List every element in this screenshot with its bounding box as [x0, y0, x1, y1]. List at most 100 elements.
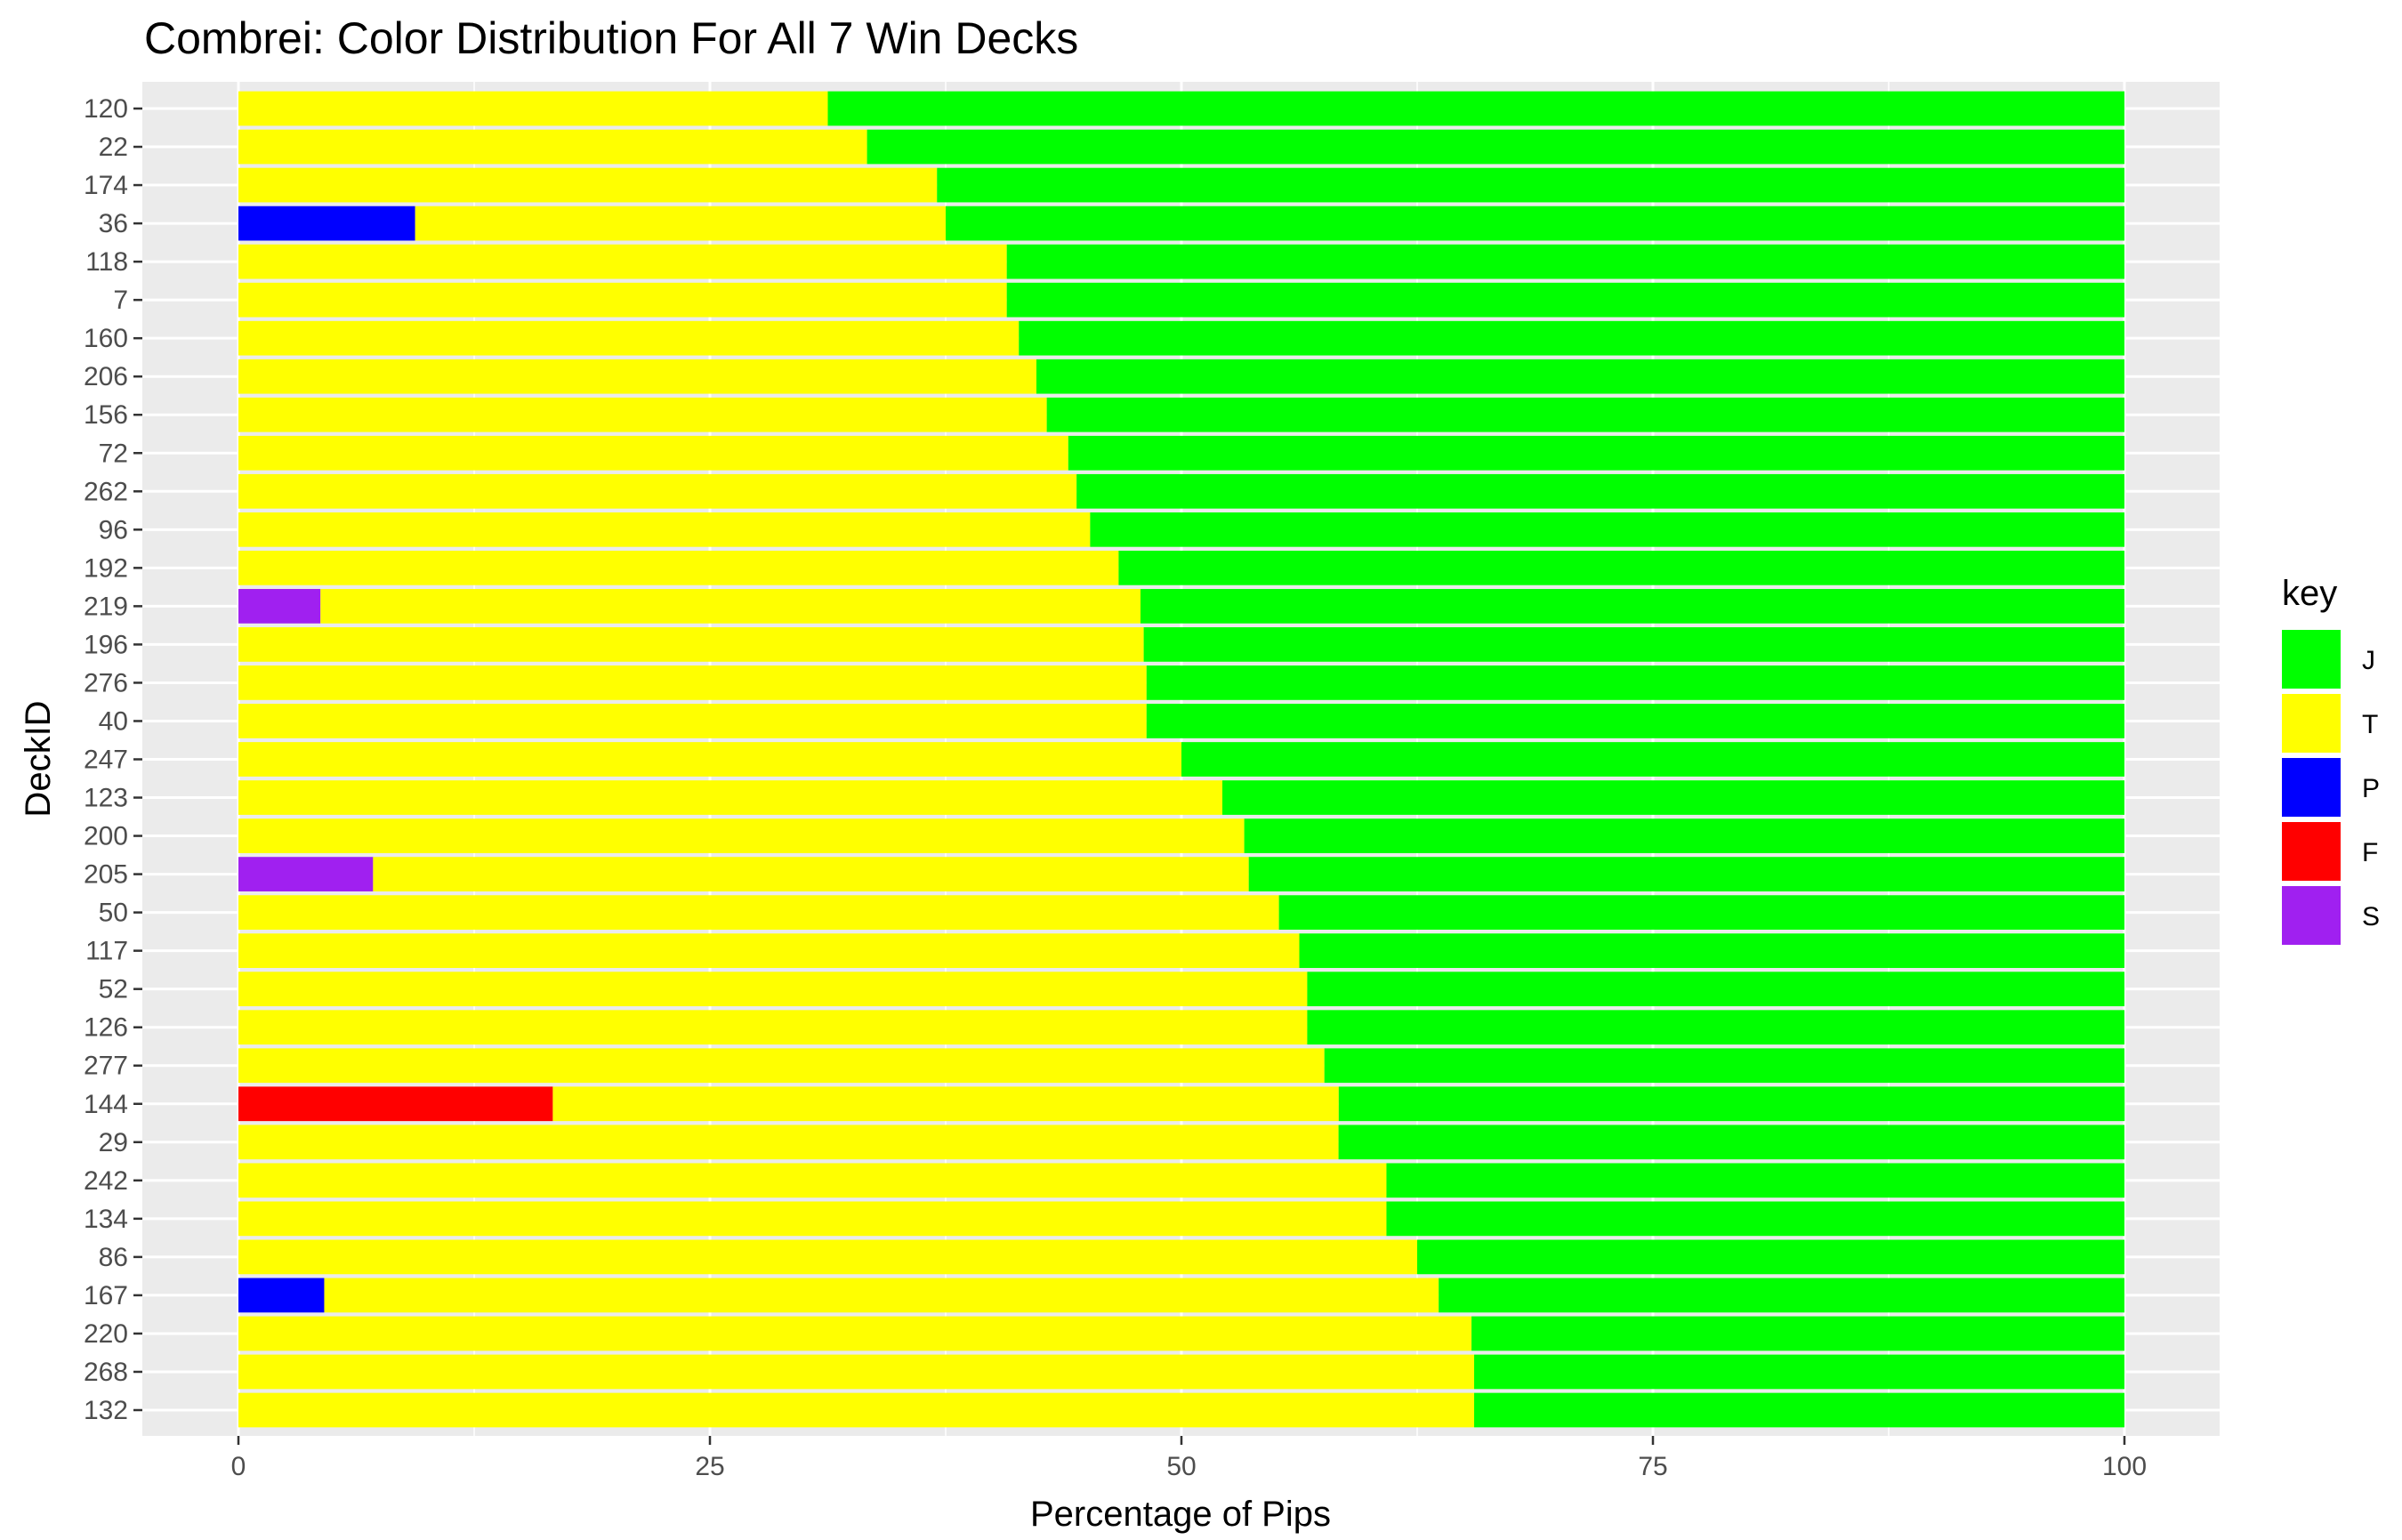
legend-label-f: F	[2362, 838, 2378, 867]
bar-segment-t-deck-132	[238, 1392, 1475, 1428]
bar-segment-j-deck-220	[1471, 1316, 2124, 1351]
bar-segment-t-deck-144	[552, 1086, 1339, 1122]
chart-title: Combrei: Color Distribution For All 7 Wi…	[144, 13, 1078, 63]
x-tick-label: 25	[695, 1452, 724, 1481]
bar-segment-t-deck-134	[238, 1201, 1387, 1237]
y-tick-label: 206	[84, 362, 128, 391]
y-tick-label: 160	[84, 324, 128, 353]
bar-segment-j-deck-247	[1181, 742, 2124, 777]
bar-segment-t-deck-22	[238, 129, 867, 165]
y-tick-label: 134	[84, 1205, 128, 1234]
bar-segment-j-deck-262	[1076, 473, 2124, 509]
y-tick-label: 200	[84, 822, 128, 851]
bar-segment-j-deck-118	[1006, 244, 2124, 279]
y-tick-label: 117	[85, 937, 128, 966]
bar-segment-t-deck-120	[238, 91, 828, 126]
x-tick-label: 50	[1166, 1452, 1196, 1481]
bar-segment-j-deck-22	[866, 129, 2125, 165]
y-tick-label: 118	[85, 247, 128, 277]
bar-segment-t-deck-277	[238, 1048, 1325, 1084]
legend-key-j	[2282, 630, 2341, 689]
bar-segment-t-deck-126	[238, 1010, 1308, 1045]
bar-segment-j-deck-120	[827, 91, 2124, 126]
bar-segment-j-deck-117	[1299, 933, 2124, 969]
y-tick-label: 52	[99, 975, 128, 1004]
bar-segment-j-deck-167	[1439, 1278, 2124, 1313]
y-tick-label: 268	[84, 1358, 128, 1387]
bar-segment-s-deck-219	[238, 589, 321, 624]
y-tick-label: 277	[84, 1052, 128, 1081]
legend: key J T P F S	[2282, 574, 2380, 945]
y-tick-label: 220	[84, 1319, 128, 1349]
legend-label-p: P	[2362, 774, 2380, 803]
bar-segment-j-deck-36	[946, 206, 2124, 241]
bar-segment-j-deck-50	[1278, 895, 2124, 930]
y-tick-label: 247	[84, 746, 128, 775]
y-tick-label: 192	[84, 553, 128, 583]
bar-segment-t-deck-247	[238, 742, 1181, 777]
bar-segment-t-deck-7	[238, 282, 1007, 318]
bar-segment-t-deck-118	[238, 244, 1007, 279]
y-tick-label: 50	[99, 899, 128, 928]
y-tick-label: 242	[84, 1166, 128, 1196]
bar-segment-t-deck-36	[415, 206, 946, 241]
bar-segment-t-deck-242	[238, 1163, 1387, 1198]
bar-segment-j-deck-192	[1118, 550, 2124, 585]
bar-segment-j-deck-277	[1324, 1048, 2124, 1084]
legend-key-t	[2282, 694, 2341, 753]
bar-segment-j-deck-52	[1307, 972, 2124, 1007]
legend-label-j: J	[2362, 646, 2375, 675]
bar-segment-j-deck-144	[1338, 1086, 2125, 1122]
y-tick-label: 29	[99, 1128, 128, 1157]
y-tick-label: 72	[99, 439, 128, 468]
bar-segment-j-deck-72	[1068, 435, 2124, 471]
bar-segment-t-deck-52	[238, 972, 1308, 1007]
bar-segment-j-deck-206	[1036, 359, 2124, 394]
y-tick-label: 86	[99, 1243, 128, 1272]
bar-segment-f-deck-144	[238, 1086, 553, 1122]
y-tick-label: 276	[84, 668, 128, 697]
bar-segment-t-deck-205	[373, 857, 1249, 891]
y-tick-label: 123	[84, 784, 128, 813]
y-tick-label: 167	[84, 1281, 128, 1310]
bar-segment-j-deck-242	[1386, 1163, 2124, 1198]
legend-label-s: S	[2362, 902, 2380, 931]
y-tick-label: 22	[99, 133, 128, 162]
bar-segment-j-deck-160	[1019, 320, 2124, 356]
bar-segment-j-deck-40	[1146, 704, 2124, 738]
bar-segment-t-deck-156	[238, 397, 1047, 432]
bar-segment-j-deck-134	[1386, 1201, 2124, 1237]
y-tick-label: 205	[84, 860, 128, 890]
bar-segment-j-deck-276	[1146, 665, 2124, 700]
y-tick-label: 7	[113, 286, 128, 315]
bar-segment-t-deck-117	[238, 933, 1300, 969]
legend-title: key	[2282, 574, 2337, 613]
bar-segment-j-deck-96	[1090, 512, 2124, 547]
bar-segment-j-deck-219	[1140, 589, 2124, 624]
bar-segment-t-deck-200	[238, 818, 1245, 853]
legend-key-f	[2282, 822, 2341, 881]
bar-segment-t-deck-262	[238, 473, 1077, 509]
bar-segment-j-deck-86	[1417, 1239, 2124, 1275]
y-tick-label: 196	[84, 630, 128, 659]
bar-segment-t-deck-192	[238, 550, 1119, 585]
y-tick-label: 219	[84, 592, 128, 621]
bar-segment-t-deck-219	[320, 589, 1141, 624]
bar-segment-t-deck-29	[238, 1125, 1339, 1160]
x-axis-ticks: 0 25 50 75 100	[231, 1436, 2147, 1481]
bar-segment-j-deck-200	[1244, 818, 2124, 853]
bar-segment-j-deck-132	[1474, 1392, 2124, 1428]
y-tick-label: 40	[99, 706, 128, 736]
bar-segment-t-deck-72	[238, 435, 1068, 471]
y-tick-label: 96	[99, 515, 128, 544]
bar-segment-t-deck-123	[238, 780, 1223, 815]
bar-segment-t-deck-40	[238, 704, 1147, 738]
bar-segment-t-deck-96	[238, 512, 1091, 547]
bar-segment-j-deck-196	[1143, 627, 2124, 662]
bar-segment-p-deck-167	[238, 1278, 325, 1313]
y-axis-title: DeckID	[19, 700, 58, 817]
bar-segment-j-deck-123	[1222, 780, 2124, 815]
bar-segment-t-deck-268	[238, 1354, 1475, 1390]
